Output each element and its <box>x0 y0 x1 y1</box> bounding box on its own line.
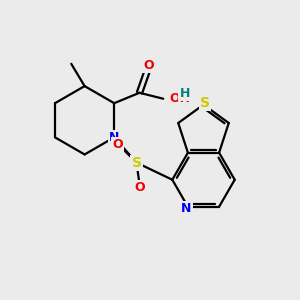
Text: OH: OH <box>170 92 191 105</box>
Text: N: N <box>109 131 119 144</box>
Text: H: H <box>179 87 190 100</box>
Text: N: N <box>181 202 192 215</box>
Text: S: S <box>200 96 210 110</box>
Text: O: O <box>143 58 154 72</box>
Text: O: O <box>134 181 145 194</box>
Text: O: O <box>112 138 123 151</box>
Text: S: S <box>131 156 142 170</box>
